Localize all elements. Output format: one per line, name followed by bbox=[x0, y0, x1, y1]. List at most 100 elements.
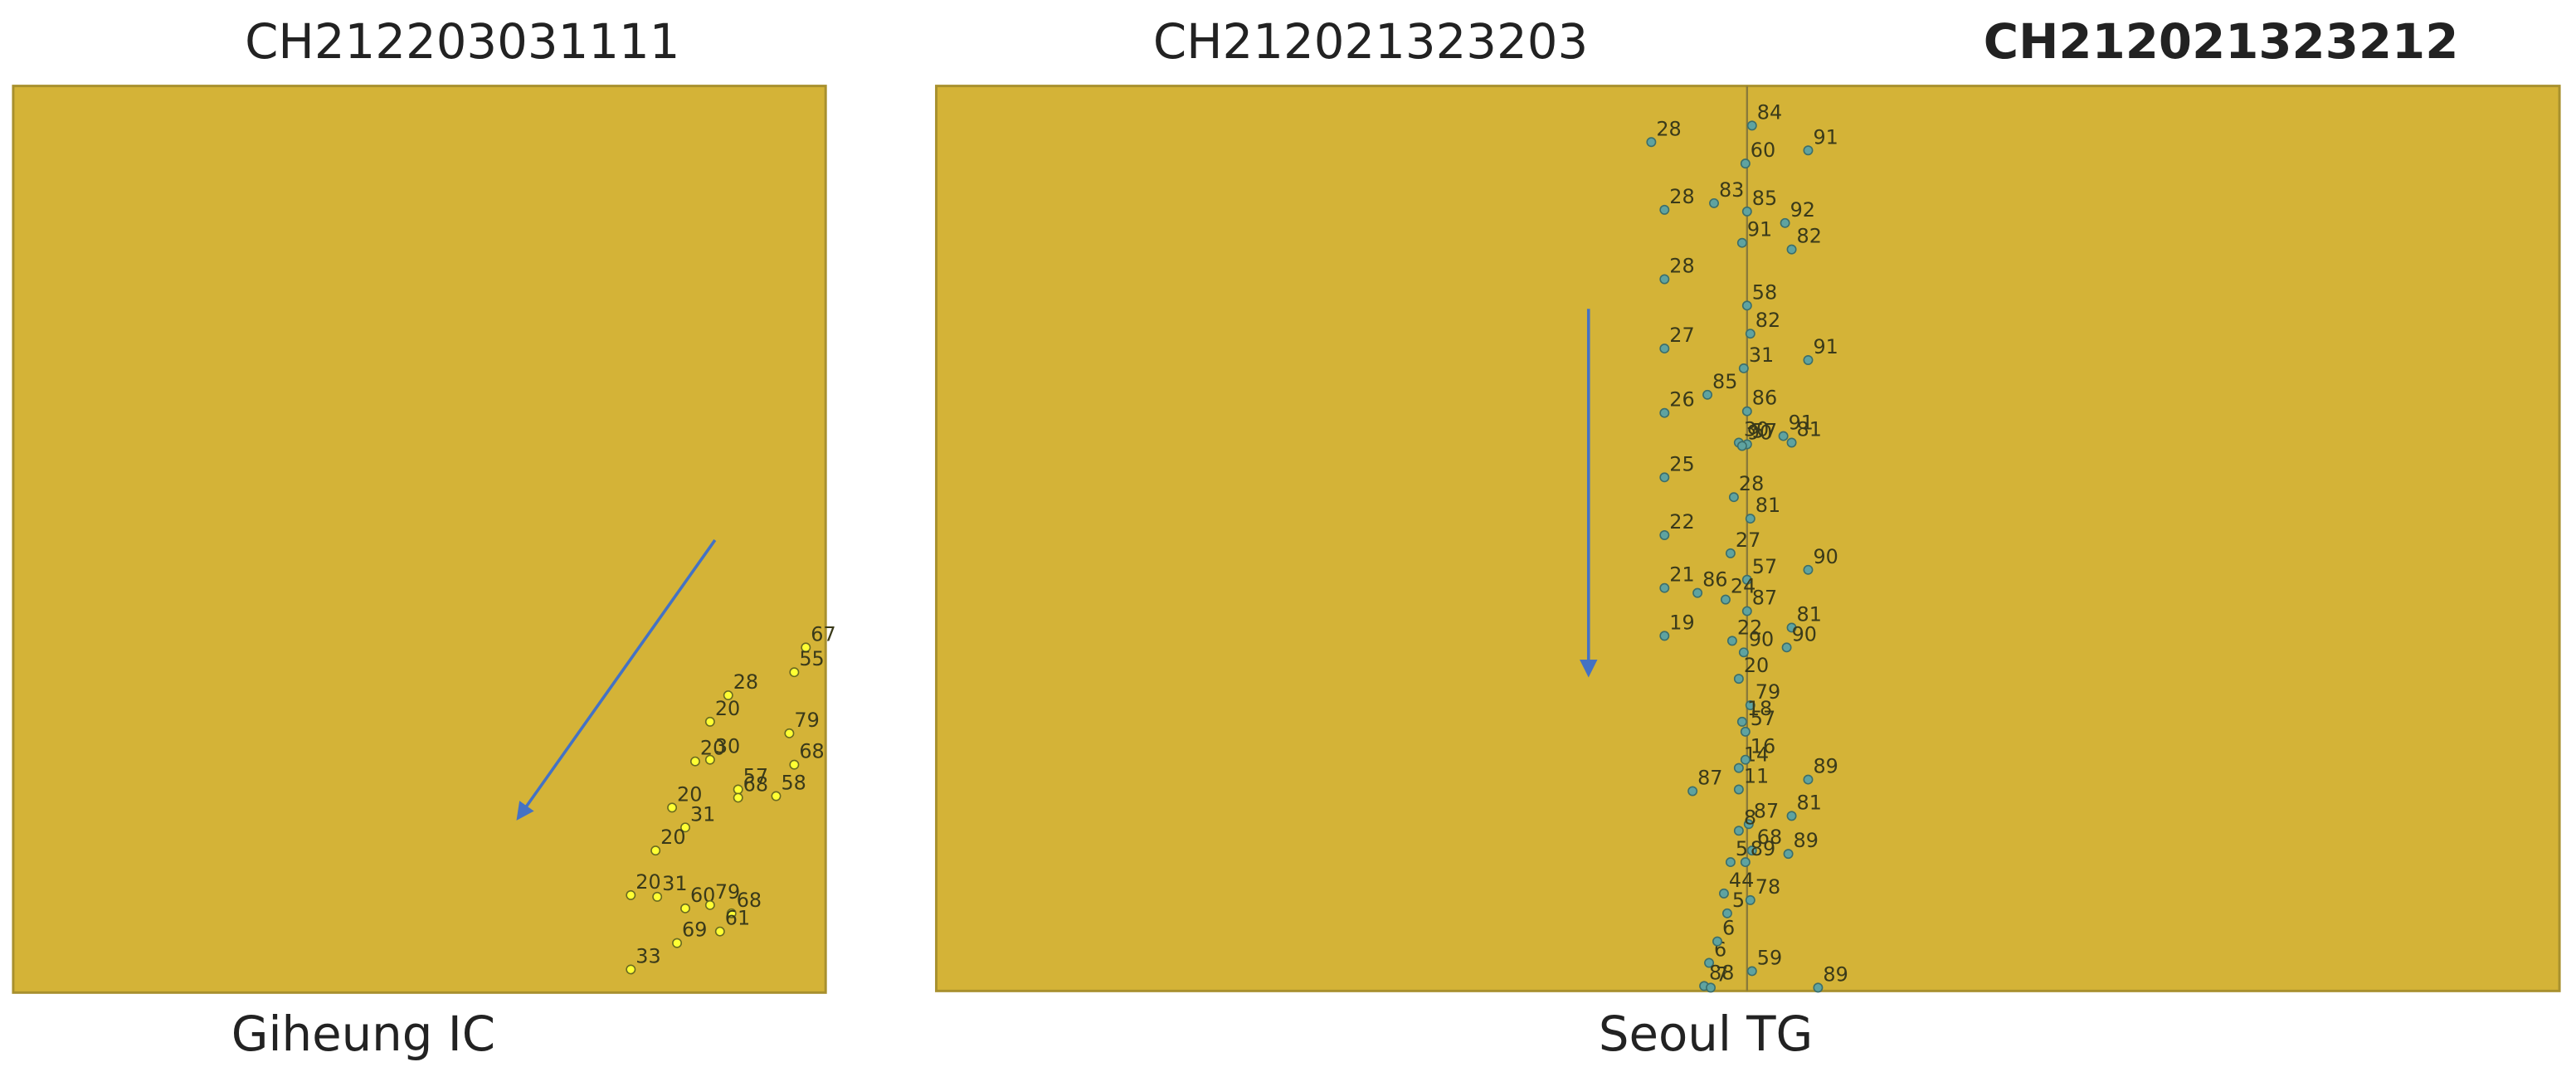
track-point bbox=[1659, 631, 1670, 641]
track-point bbox=[1783, 849, 1794, 860]
track-id: 85 bbox=[1712, 370, 1737, 393]
camera-view bbox=[12, 85, 827, 994]
track-id: 81 bbox=[1797, 602, 1822, 626]
track-point bbox=[1702, 389, 1713, 400]
track-point bbox=[1745, 329, 1755, 339]
track-point bbox=[1740, 726, 1751, 737]
track-id: 58 bbox=[781, 772, 806, 795]
track-point bbox=[1725, 548, 1736, 558]
track-point bbox=[1706, 982, 1717, 993]
track-id: 57 bbox=[1752, 555, 1777, 578]
track-id: 90 bbox=[1813, 545, 1838, 568]
track-point bbox=[1733, 784, 1744, 795]
track-point bbox=[1741, 574, 1752, 585]
track-id: 25 bbox=[1669, 452, 1694, 475]
track-point bbox=[733, 784, 743, 795]
track-point bbox=[626, 964, 636, 975]
track-id: 33 bbox=[635, 945, 660, 968]
track-id: 90 bbox=[1747, 421, 1772, 445]
track-id: 57 bbox=[1751, 707, 1775, 730]
track-point bbox=[1738, 363, 1749, 373]
track-point bbox=[1659, 204, 1670, 215]
track-id: 5 bbox=[1736, 837, 1748, 860]
track-id: 31 bbox=[662, 872, 687, 895]
track-id: 86 bbox=[1752, 387, 1777, 410]
track-id: 55 bbox=[799, 647, 824, 670]
track-point bbox=[1740, 857, 1751, 868]
track-id: 79 bbox=[794, 709, 819, 732]
track-point bbox=[784, 728, 795, 738]
track-point bbox=[667, 802, 678, 813]
track-point bbox=[689, 756, 700, 767]
track-point bbox=[1726, 636, 1737, 646]
track-point bbox=[1733, 762, 1744, 773]
track-point bbox=[1659, 274, 1670, 285]
track-point bbox=[1725, 857, 1736, 868]
track-point bbox=[726, 908, 737, 918]
track-point bbox=[1741, 206, 1752, 217]
track-point bbox=[1646, 137, 1657, 148]
track-id: 82 bbox=[1755, 309, 1780, 332]
panel-caption: Seoul TG bbox=[1599, 1006, 1813, 1062]
track-id: 22 bbox=[1669, 510, 1694, 534]
track-point bbox=[1712, 936, 1722, 947]
track-id: 68 bbox=[743, 773, 768, 797]
track-point bbox=[1781, 642, 1792, 653]
track-id: 31 bbox=[1749, 343, 1774, 367]
track-id: 60 bbox=[1751, 139, 1775, 162]
track-id: 57 bbox=[1752, 420, 1777, 443]
track-point bbox=[1745, 514, 1755, 524]
track-id: 30 bbox=[715, 735, 740, 758]
track-id: 27 bbox=[1736, 529, 1760, 552]
track-point bbox=[1786, 811, 1797, 821]
track-point bbox=[704, 899, 715, 910]
track-point bbox=[1687, 786, 1698, 797]
track-point bbox=[1813, 982, 1824, 993]
track-point bbox=[789, 759, 800, 770]
track-id: 68 bbox=[737, 889, 762, 912]
track-id: 81 bbox=[1797, 418, 1822, 441]
track-id: 88 bbox=[1709, 961, 1734, 984]
track-id: 69 bbox=[682, 918, 707, 942]
track-id: 87 bbox=[1754, 799, 1779, 822]
track-id: 84 bbox=[1757, 100, 1782, 124]
track-id: 8 bbox=[1744, 806, 1756, 829]
track-id: 20 bbox=[715, 697, 740, 720]
track-point bbox=[1780, 217, 1790, 228]
panel-title: CH212203031111 bbox=[245, 13, 679, 70]
track-id: 68 bbox=[1757, 826, 1782, 849]
track-id: 91 bbox=[1789, 412, 1814, 435]
track-id: 92 bbox=[1790, 198, 1815, 222]
track-id: 28 bbox=[1669, 185, 1694, 208]
track-point bbox=[1721, 908, 1732, 918]
panel-title: CH212021323212 bbox=[1984, 13, 2459, 70]
track-point bbox=[1746, 845, 1757, 856]
track-point bbox=[1746, 966, 1757, 977]
track-point bbox=[1745, 700, 1755, 710]
track-id: 87 bbox=[1752, 587, 1777, 610]
track-point bbox=[1803, 564, 1814, 575]
track-point bbox=[650, 845, 661, 856]
track-point bbox=[1786, 622, 1797, 633]
track-point bbox=[1704, 957, 1715, 968]
track-point bbox=[1718, 888, 1729, 899]
track-id: 6 bbox=[1722, 917, 1735, 940]
track-id: 26 bbox=[1669, 388, 1694, 412]
track-id: 20 bbox=[677, 782, 702, 806]
track-point bbox=[1659, 472, 1670, 483]
track-point bbox=[680, 903, 690, 914]
track-id: 81 bbox=[1755, 494, 1780, 517]
track-point bbox=[1741, 300, 1752, 311]
track-point bbox=[1736, 237, 1747, 248]
track-id: 59 bbox=[1757, 946, 1782, 969]
track-point bbox=[704, 754, 715, 765]
track-point bbox=[801, 642, 811, 653]
track-point bbox=[1659, 582, 1670, 593]
track-id: 28 bbox=[1739, 472, 1764, 495]
track-id: 11 bbox=[1744, 765, 1769, 788]
track-point bbox=[1738, 647, 1749, 658]
track-id: 67 bbox=[811, 622, 835, 646]
track-id: 24 bbox=[1731, 575, 1755, 598]
track-id: 30 bbox=[1744, 418, 1769, 441]
